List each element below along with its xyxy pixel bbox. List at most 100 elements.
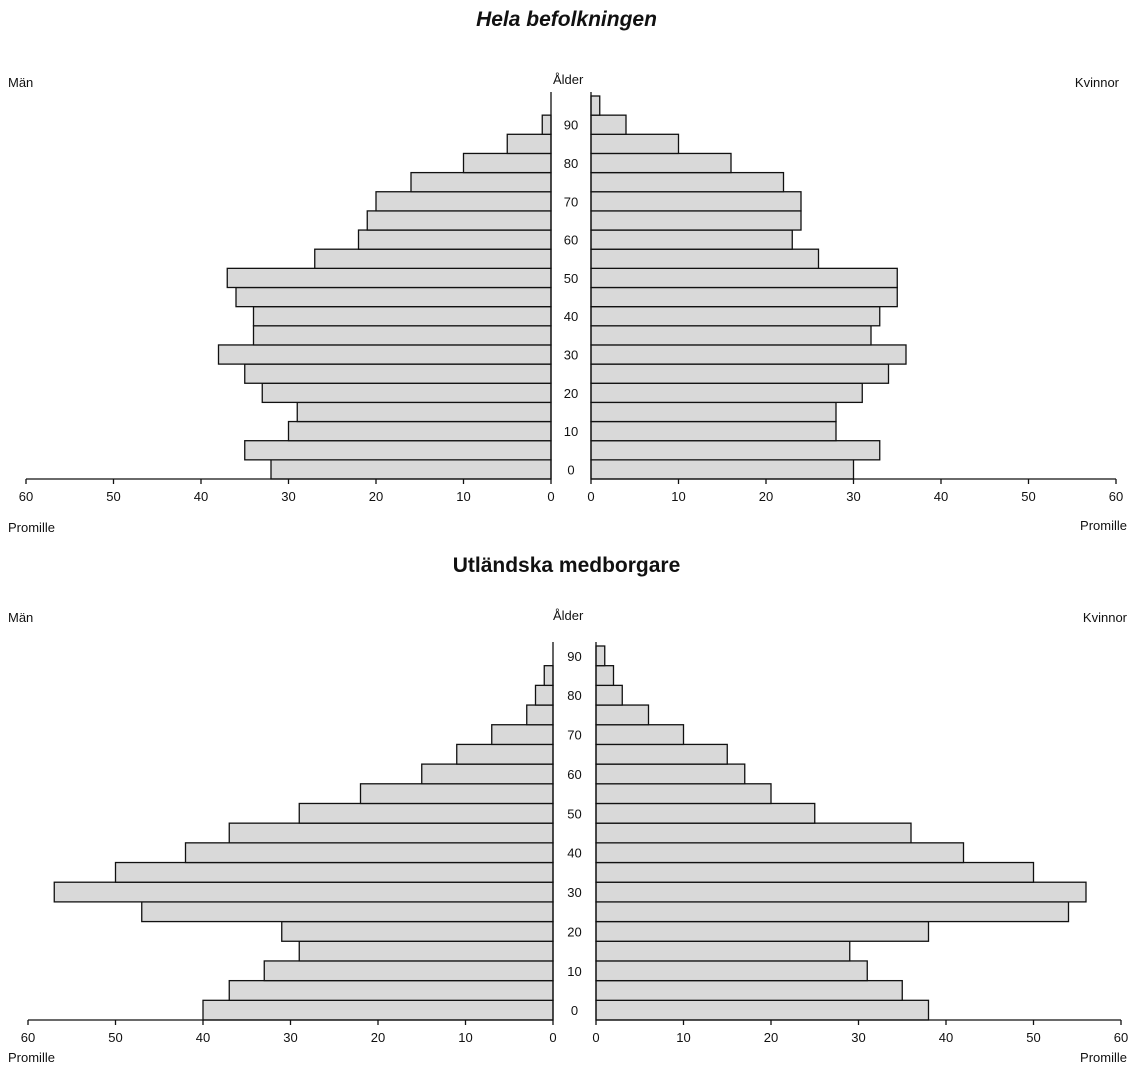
promille-left-label: Promille	[8, 1050, 55, 1065]
x-tick-label-women: 60	[1109, 489, 1123, 504]
age-tick-label: 40	[567, 846, 581, 861]
bar-women-20-24	[590, 382, 863, 404]
bar-women-10-14	[590, 420, 837, 442]
bar-women-15-19	[595, 940, 851, 962]
bar-men-20-24	[261, 382, 552, 404]
bar-women-85-89	[595, 665, 615, 687]
bar-women-30-34	[590, 344, 907, 365]
bar-men-35-39	[252, 325, 552, 346]
age-tick-label: 0	[567, 462, 574, 477]
x-tick-label-men: 30	[281, 489, 295, 504]
bar-men-55-59	[314, 248, 552, 269]
bar-women-15-19	[590, 401, 837, 423]
women-label: Kvinnor	[1082, 610, 1127, 625]
bar-men-0-4	[202, 999, 554, 1021]
age-tick-label: 70	[564, 194, 578, 209]
bar-men-25-29	[244, 363, 552, 384]
x-tick-label-men: 40	[196, 1030, 210, 1045]
bar-women-60-64	[590, 229, 793, 250]
bar-women-50-54	[595, 802, 816, 824]
x-tick-label-women: 60	[1114, 1030, 1128, 1045]
bar-men-50-54	[298, 802, 554, 824]
bar-men-40-44	[184, 842, 554, 864]
chart-title: Hela befolkningen	[476, 8, 657, 31]
pyramid-plot: 60 50 40 30 20 10 0 0 10 20 30 40 50 6001020304050607…	[21, 642, 1128, 1045]
age-tick-label: 90	[567, 649, 581, 664]
x-tick-label-men: 60	[19, 489, 33, 504]
bar-women-65-69	[595, 743, 728, 765]
bar-men-60-64	[357, 229, 552, 250]
bar-women-60-64	[595, 763, 746, 785]
bar-men-70-74	[375, 191, 552, 212]
bar-women-25-29	[595, 901, 1070, 923]
bar-men-0-4	[270, 459, 552, 480]
bar-men-10-14	[287, 420, 552, 442]
promille-right-label: Promille	[1080, 1050, 1127, 1065]
x-tick-label-men: 30	[283, 1030, 297, 1045]
age-tick-label: 10	[564, 424, 578, 439]
x-tick-label-women: 40	[934, 489, 948, 504]
bar-women-40-44	[590, 305, 881, 327]
bar-men-45-49	[228, 822, 554, 844]
bar-men-80-84	[462, 152, 552, 174]
bar-women-75-79	[590, 171, 785, 193]
x-tick-label-men: 20	[371, 1030, 385, 1045]
x-tick-label-women: 50	[1021, 489, 1035, 504]
bar-men-20-24	[281, 920, 554, 942]
bar-men-30-34	[217, 344, 552, 365]
bar-men-85-89	[506, 133, 552, 155]
age-tick-label: 30	[564, 348, 578, 363]
age-tick-label: 50	[564, 271, 578, 286]
age-tick-label: 10	[567, 964, 581, 979]
bar-women-90-94	[595, 645, 606, 667]
bar-men-55-59	[359, 783, 554, 805]
bar-men-70-74	[491, 724, 554, 746]
bar-women-5-9	[590, 440, 881, 461]
x-tick-label-women: 10	[676, 1030, 690, 1045]
bar-men-30-34	[53, 881, 554, 903]
age-tick-label: 80	[564, 156, 578, 171]
bar-women-80-84	[590, 152, 732, 174]
x-tick-label-women: 20	[759, 489, 773, 504]
bar-women-55-59	[590, 248, 820, 269]
age-tick-label: 60	[567, 767, 581, 782]
age-tick-label: 20	[564, 386, 578, 401]
bar-men-80-84	[534, 684, 554, 706]
women-label: Kvinnor	[1074, 75, 1119, 90]
x-tick-label-women: 30	[846, 489, 860, 504]
bar-women-95+	[590, 95, 601, 116]
age-tick-label: 60	[564, 233, 578, 248]
bar-women-80-84	[595, 684, 623, 706]
bar-women-75-79	[595, 704, 650, 726]
bar-women-50-54	[590, 267, 898, 289]
bar-men-40-44	[252, 305, 552, 327]
pyramid-plot: 60 50 40 30 20 10 0 0 10 20 30 40 50 6001020304050607…	[19, 92, 1123, 504]
x-tick-label-men: 10	[458, 1030, 472, 1045]
bar-men-75-79	[410, 171, 552, 193]
x-tick-label-men: 0	[549, 1030, 556, 1045]
x-tick-label-women: 50	[1026, 1030, 1040, 1045]
bar-women-40-44	[595, 842, 965, 864]
age-tick-label: 80	[567, 688, 581, 703]
bar-women-20-24	[595, 920, 930, 942]
age-tick-label: 40	[564, 309, 578, 324]
promille-left-label: Promille	[8, 520, 55, 535]
x-tick-label-men: 40	[194, 489, 208, 504]
bar-men-10-14	[263, 960, 554, 982]
bar-men-50-54	[226, 267, 552, 289]
bar-women-85-89	[590, 133, 680, 155]
x-tick-label-women: 10	[671, 489, 685, 504]
pyramid-foreign-citizens: Utländska medborgare Män Kvinnor Ålder P…	[0, 540, 1133, 1067]
pyramid-total-population: Hela befolkningen Män Kvinnor Ålder Prom…	[8, 8, 1127, 535]
bar-men-15-19	[296, 401, 552, 423]
x-tick-label-women: 0	[587, 489, 594, 504]
bar-women-45-49	[595, 822, 912, 844]
x-tick-label-men: 20	[369, 489, 383, 504]
bar-women-35-39	[595, 861, 1035, 883]
bar-women-65-69	[590, 210, 802, 231]
bar-men-15-19	[298, 940, 554, 962]
bar-women-70-74	[595, 724, 685, 746]
men-label: Män	[8, 610, 34, 625]
bar-men-25-29	[141, 901, 554, 923]
x-tick-label-men: 10	[456, 489, 470, 504]
